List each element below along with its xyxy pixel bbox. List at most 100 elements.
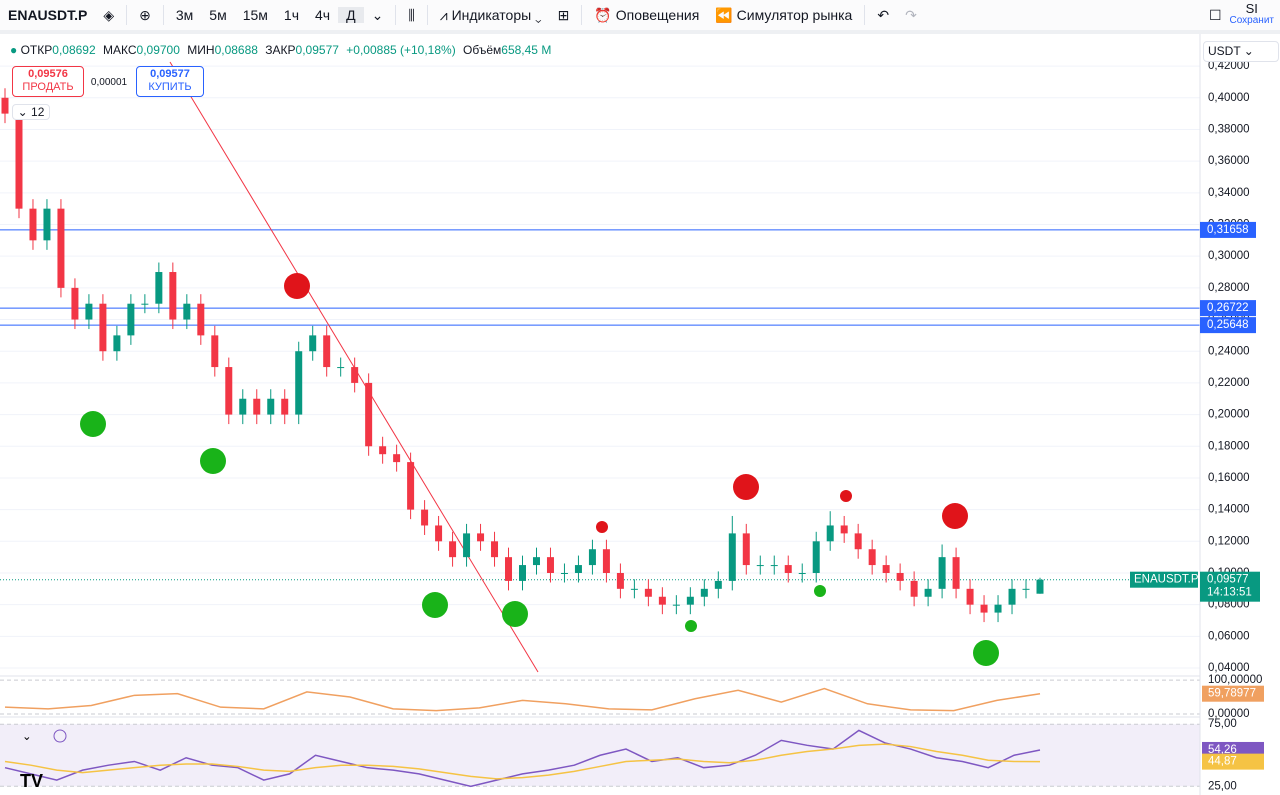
y-tick-label: 25,00 (1208, 780, 1237, 792)
interval[interactable]: 1ч (283, 7, 300, 23)
chart-type[interactable]: ⫼ (408, 6, 415, 23)
currency[interactable]: USDT ⌄ (1203, 41, 1279, 62)
sell-button[interactable]: 0,09576 ПРОДАТЬ (12, 66, 84, 97)
candle-body (630, 588, 638, 590)
grid (0, 65, 1200, 787)
low-label: МИН (187, 43, 215, 57)
change: +0,00885 (+10,18%) (346, 43, 456, 57)
candle-body (574, 565, 582, 573)
candle-body (477, 533, 485, 542)
candle-body (756, 565, 764, 567)
y-tick-label: 0,04000 (1208, 662, 1250, 674)
candle-body (449, 541, 457, 558)
candle-body (924, 588, 932, 597)
candle-body (351, 367, 359, 383)
trend-line[interactable] (169, 61, 539, 673)
checkbox[interactable]: ☐ (1208, 6, 1222, 23)
alerts[interactable]: ⏰ Оповещения (594, 6, 700, 23)
dropdown[interactable]: ⌄ (371, 6, 384, 23)
symbol[interactable]: ENAUSDT.P (8, 7, 88, 23)
candle-body (463, 533, 471, 558)
candle-body (658, 596, 666, 605)
buy-signal (685, 620, 697, 632)
interval[interactable]: 15м (242, 7, 268, 23)
buy-signal (814, 585, 826, 597)
buy-signal (200, 448, 226, 474)
candle-body (323, 335, 331, 368)
collapse[interactable]: ⌄ (22, 731, 32, 743)
buy-signal (422, 592, 448, 618)
add[interactable]: ⊕ (139, 6, 151, 23)
indicator-line (4, 687, 1041, 712)
y-tick-label: 0,30000 (1208, 250, 1250, 262)
candle-body (686, 596, 694, 605)
sell-signal (733, 474, 759, 500)
signals (80, 273, 999, 666)
sync-icon[interactable] (53, 729, 67, 743)
candle-body (588, 549, 596, 566)
y-tick-label: 0,06000 (1208, 630, 1250, 642)
value-label: 54,26 (1208, 744, 1237, 756)
y-tick-label: 0,16000 (1208, 472, 1250, 484)
open: 0,08692 (52, 43, 96, 57)
layouts[interactable]: ⊞ (557, 6, 570, 23)
candle-body (253, 398, 261, 415)
candle-body (672, 604, 680, 606)
candle-body (770, 565, 778, 567)
candle-body (532, 557, 540, 566)
buy-button[interactable]: 0,09577 КУПИТЬ (136, 66, 204, 97)
axis-labels: 0,040000,060000,080000,100000,120000,140… (1130, 60, 1264, 792)
indicators-toggle[interactable]: ⌄ 12 (12, 104, 50, 120)
user[interactable]: SI Сохранит (1230, 2, 1280, 27)
chart: 0,040000,060000,080000,100000,120000,140… (0, 34, 1264, 795)
replay[interactable]: ⏪ Симулятор рынка (715, 6, 853, 23)
buy-label: КУПИТЬ (148, 81, 192, 93)
candle-body (798, 572, 806, 574)
interval[interactable]: 5м (209, 7, 227, 23)
candle-body (728, 533, 736, 581)
price-label-bg (1200, 300, 1256, 317)
candle-body (714, 580, 722, 589)
y-tick-label: 0,38000 (1208, 123, 1250, 135)
candle-body (85, 303, 93, 320)
buy-price: 0,09577 (150, 68, 190, 80)
candle-body (868, 549, 876, 566)
symbol-label-bg (1130, 571, 1198, 588)
sell-signal (596, 521, 608, 533)
candle-body (896, 572, 904, 581)
candle-body (71, 287, 79, 320)
value-label: 44,87 (1208, 756, 1237, 768)
candle-body (365, 382, 373, 447)
candle-body (29, 208, 37, 241)
candle-body (197, 303, 205, 336)
candle-body (826, 525, 834, 542)
y-tick-label: 0,08000 (1208, 599, 1250, 611)
buy-signal (80, 411, 106, 437)
candle-body (281, 398, 289, 415)
interval[interactable]: 4ч (315, 7, 331, 23)
candle-body (602, 549, 610, 573)
last-price: 0,09577 (1207, 574, 1249, 586)
y-tick-label: 0,22000 (1208, 377, 1250, 389)
candle-body (952, 557, 960, 589)
y-tick-label: 0,14000 (1208, 504, 1250, 516)
candle-body (854, 533, 862, 550)
indicators[interactable]: ⩘ Индикаторы ⌄ (439, 6, 542, 23)
y-tick-label: 0,00000 (1208, 708, 1250, 720)
icon[interactable]: ◈ (103, 6, 115, 23)
toolbar: ENAUSDT.P ◈ ⊕ 3м 5м 15м 1ч 4ч Д ⌄ ⫼ ⩘ Индикат… (0, 0, 1280, 34)
open-label: ОТКР (20, 43, 53, 57)
interval[interactable]: 3м (175, 7, 194, 23)
y-tick-label: 0,12000 (1208, 535, 1250, 547)
interval[interactable]: Д (338, 7, 364, 23)
candle-body (840, 525, 848, 534)
candle-body (141, 303, 149, 305)
candle-body (393, 454, 401, 463)
value-label: 59,78977 (1208, 688, 1256, 700)
redo[interactable]: ↷ (905, 6, 917, 23)
price-label: 0,31658 (1207, 224, 1249, 236)
undo[interactable]: ↶ (877, 6, 890, 23)
candle-body (1022, 588, 1030, 590)
countdown: 14:13:51 (1207, 587, 1252, 599)
close: 0,09577 (295, 43, 339, 57)
